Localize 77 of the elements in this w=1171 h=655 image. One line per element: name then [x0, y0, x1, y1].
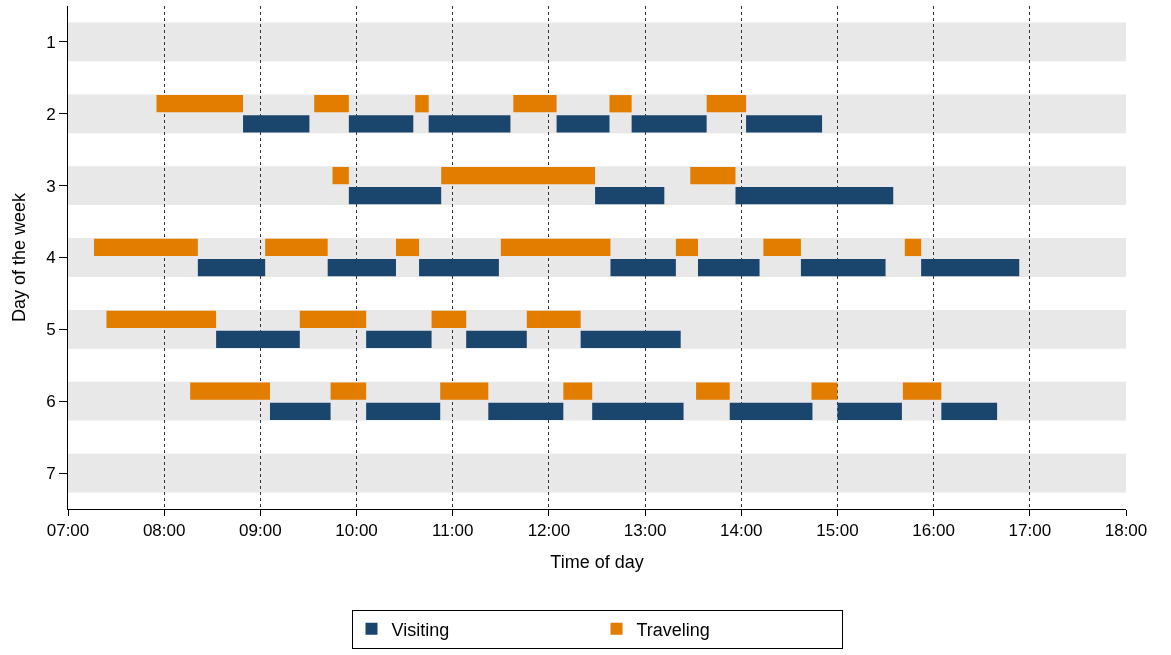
- x-tick-label: 15:00: [816, 521, 859, 541]
- x-tick-label: 16:00: [912, 521, 955, 541]
- bar: [466, 330, 527, 349]
- bar: [366, 330, 432, 349]
- bar: [580, 330, 681, 349]
- bar: [488, 402, 564, 420]
- y-axis-title: Day of the week: [9, 191, 30, 323]
- bar: [513, 95, 557, 113]
- bar: [415, 95, 429, 113]
- bar: [610, 258, 676, 277]
- bar: [696, 382, 730, 400]
- bar: [348, 115, 414, 133]
- x-tick-label: 08:00: [142, 521, 186, 541]
- bar: [216, 330, 300, 349]
- bar: [190, 382, 270, 400]
- bar: [93, 238, 198, 257]
- bar: [441, 166, 596, 185]
- bar: [595, 187, 665, 205]
- bar: [428, 115, 511, 133]
- y-tick-label: 3: [46, 176, 56, 196]
- legend-label: Traveling: [636, 619, 710, 640]
- y-tick-label: 2: [46, 104, 56, 124]
- y-tick-label: 5: [46, 320, 56, 340]
- bar: [941, 402, 998, 420]
- bar: [106, 310, 217, 328]
- bar: [526, 310, 581, 328]
- y-tick-label: 7: [46, 464, 56, 484]
- x-tick-label: 18:00: [1104, 521, 1148, 541]
- bar: [440, 382, 489, 400]
- bar: [921, 258, 1020, 277]
- bar: [706, 95, 747, 113]
- bar: [500, 238, 611, 257]
- y-tick-label: 1: [46, 32, 56, 52]
- bar: [332, 166, 349, 185]
- bar: [675, 238, 698, 257]
- bar: [837, 402, 902, 420]
- bar: [763, 238, 801, 257]
- bar: [197, 258, 266, 277]
- bar: [327, 258, 396, 277]
- bar: [697, 258, 760, 277]
- bar: [735, 187, 894, 205]
- bar: [729, 402, 813, 420]
- x-tick-label: 17:00: [1008, 521, 1052, 541]
- x-tick-label: 12:00: [527, 521, 571, 541]
- x-tick-label: 07:00: [46, 521, 90, 541]
- bar: [609, 95, 632, 113]
- bar: [299, 310, 367, 328]
- x-axis-title: Time of day: [550, 551, 644, 572]
- bar: [800, 258, 886, 277]
- x-tick-label: 09:00: [239, 521, 282, 541]
- bar: [348, 187, 442, 205]
- x-tick-label: 14:00: [720, 521, 763, 541]
- bar: [330, 382, 367, 400]
- bar: [904, 238, 922, 257]
- x-tick-label: 13:00: [623, 521, 667, 541]
- bar: [419, 258, 499, 277]
- x-tick-label: 11:00: [432, 521, 474, 541]
- y-tick-label: 4: [46, 248, 56, 268]
- bar: [314, 95, 349, 113]
- bar: [556, 115, 610, 133]
- bar: [902, 382, 942, 400]
- bar: [431, 310, 467, 328]
- bar: [592, 402, 684, 420]
- bar: [631, 115, 707, 133]
- bar: [366, 402, 441, 420]
- bar: [395, 238, 420, 257]
- bar: [243, 115, 310, 133]
- bar: [265, 238, 328, 257]
- bar: [563, 382, 593, 400]
- bar: [690, 166, 736, 185]
- bar: [746, 115, 823, 133]
- legend-label: Visiting: [391, 619, 450, 640]
- bar: [269, 402, 331, 420]
- bar: [156, 95, 244, 113]
- y-tick-label: 6: [46, 392, 56, 412]
- bar: [811, 382, 838, 400]
- x-tick-label: 10:00: [335, 521, 378, 541]
